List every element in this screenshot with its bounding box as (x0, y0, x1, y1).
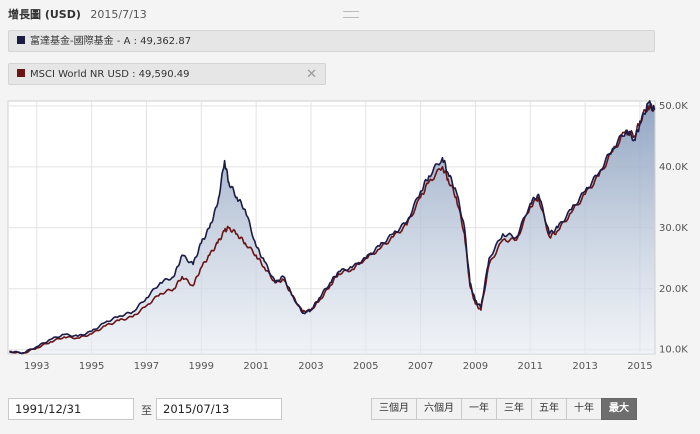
x-tick-label: 2015 (627, 361, 652, 372)
close-icon[interactable]: ✕ (306, 67, 317, 82)
x-tick-label: 1995 (79, 361, 104, 372)
range-button-2[interactable]: 一年 (461, 398, 497, 420)
x-tick-label: 1997 (134, 361, 159, 372)
benchmark-swatch-icon (17, 69, 25, 77)
legend-benchmark-name: MSCI World NR USD (30, 69, 129, 80)
benchmark-series-line (9, 103, 656, 355)
range-button-1[interactable]: 六個月 (416, 398, 462, 420)
range-button-0[interactable]: 三個月 (371, 398, 417, 420)
range-button-4[interactable]: 五年 (531, 398, 567, 420)
from-date-input[interactable] (8, 398, 134, 420)
x-tick-label: 2001 (243, 361, 268, 372)
range-button-6[interactable]: 最大 (601, 398, 637, 420)
chart-header: 增長圖 (USD) 2015/7/13 (8, 6, 147, 22)
x-tick-label: 1993 (24, 361, 49, 372)
to-date-input[interactable] (156, 398, 282, 420)
y-tick-label: 50.0K (659, 101, 688, 112)
legend-benchmark-value: 49,590.49 (138, 69, 190, 80)
x-tick-label: 2003 (298, 361, 323, 372)
y-tick-label: 10.0K (659, 345, 688, 356)
x-tick-label: 2009 (463, 361, 488, 372)
x-tick-label: 2005 (353, 361, 378, 372)
x-tick-label: 1999 (189, 361, 214, 372)
legend-item-benchmark: MSCI World NR USD : 49,590.49 ✕ (8, 63, 326, 85)
as-of-date: 2015/7/13 (90, 8, 147, 21)
legend-fund-name: 富達基金-國際基金 - A (30, 36, 131, 47)
drag-handle-icon[interactable] (343, 11, 359, 18)
y-tick-label: 40.0K (659, 162, 688, 173)
chart-title: 增長圖 (USD) (8, 8, 81, 21)
range-button-5[interactable]: 十年 (566, 398, 602, 420)
to-label: 至 (141, 404, 152, 417)
range-selector: 三個月 六個月 一年 三年 五年 十年 最大 (371, 398, 637, 420)
range-button-3[interactable]: 三年 (496, 398, 532, 420)
y-tick-label: 20.0K (659, 284, 688, 295)
x-tick-label: 2011 (518, 361, 543, 372)
x-tick-label: 2007 (408, 361, 433, 372)
x-tick-label: 2013 (572, 361, 597, 372)
fund-series-line (9, 100, 656, 355)
y-tick-label: 30.0K (659, 223, 688, 234)
fund-swatch-icon (17, 36, 25, 44)
legend-fund-value: 49,362.87 (140, 36, 192, 47)
legend-item-fund: 富達基金-國際基金 - A : 49,362.87 (8, 30, 655, 52)
growth-chart[interactable]: 1991199319951997199920012003200520072009… (0, 90, 700, 380)
